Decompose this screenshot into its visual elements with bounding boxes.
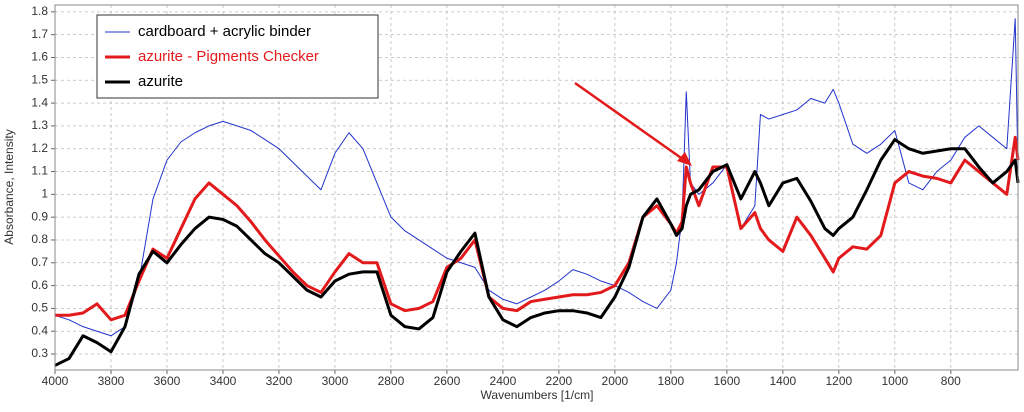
x-tick-label: 3400 bbox=[210, 374, 237, 388]
y-tick-label: 1.5 bbox=[31, 72, 48, 86]
y-tick-label: 0.6 bbox=[31, 278, 48, 292]
x-tick-label: 1600 bbox=[714, 374, 741, 388]
x-tick-label: 3600 bbox=[154, 374, 181, 388]
x-tick-label: 2800 bbox=[378, 374, 405, 388]
y-tick-label: 0.3 bbox=[31, 346, 48, 360]
x-tick-label: 4000 bbox=[42, 374, 69, 388]
x-tick-label: 1800 bbox=[658, 374, 685, 388]
y-tick-label: 1 bbox=[41, 187, 48, 201]
series-line bbox=[55, 135, 1020, 322]
x-tick-label: 3800 bbox=[98, 374, 125, 388]
y-tick-label: 1.2 bbox=[31, 141, 48, 155]
y-tick-label: 0.5 bbox=[31, 301, 48, 315]
y-tick-label: 1.4 bbox=[31, 95, 48, 109]
x-axis-label: Wavenumbers [1/cm] bbox=[481, 388, 594, 402]
plot-frame bbox=[54, 4, 1019, 371]
legend-label: cardboard + acrylic binder bbox=[138, 23, 311, 40]
x-tick-label: 3200 bbox=[266, 374, 293, 388]
annotation-arrowhead bbox=[677, 152, 692, 166]
x-tick-label: 1400 bbox=[769, 374, 796, 388]
y-tick-label: 0.9 bbox=[31, 209, 48, 223]
legend-box bbox=[96, 14, 379, 99]
legend: cardboard + acrylic binder azurite - Pigm… bbox=[96, 14, 379, 99]
x-tick-label: 2000 bbox=[602, 374, 629, 388]
x-tick-label: 3000 bbox=[322, 374, 349, 388]
plot-lines bbox=[54, 18, 1020, 367]
x-tick-label: 2200 bbox=[546, 374, 573, 388]
y-tick-label: 0.7 bbox=[31, 255, 48, 269]
y-axis-label: Absorbance, Intensity bbox=[2, 129, 16, 244]
x-tick-label: 800 bbox=[941, 374, 961, 388]
y-tick-label: 1.3 bbox=[31, 118, 48, 132]
x-tick-label: 2600 bbox=[434, 374, 461, 388]
y-tick-label: 1.1 bbox=[31, 164, 48, 178]
x-tick-label: 2400 bbox=[490, 374, 517, 388]
y-tick-label: 0.4 bbox=[31, 323, 48, 337]
y-tick-label: 1.8 bbox=[31, 4, 48, 18]
annotation-arrow bbox=[574, 81, 685, 162]
x-tick-label: 1200 bbox=[825, 374, 852, 388]
series-line bbox=[54, 18, 1019, 337]
legend-label: azurite bbox=[138, 73, 183, 90]
series-line bbox=[54, 138, 1020, 367]
y-tick-label: 0.8 bbox=[31, 232, 48, 246]
x-tick-label: 1000 bbox=[881, 374, 908, 388]
legend-label: azurite - Pigments Checker bbox=[138, 48, 319, 65]
y-tick-label: 1.6 bbox=[31, 50, 48, 64]
y-tick-label: 1.7 bbox=[31, 27, 48, 41]
